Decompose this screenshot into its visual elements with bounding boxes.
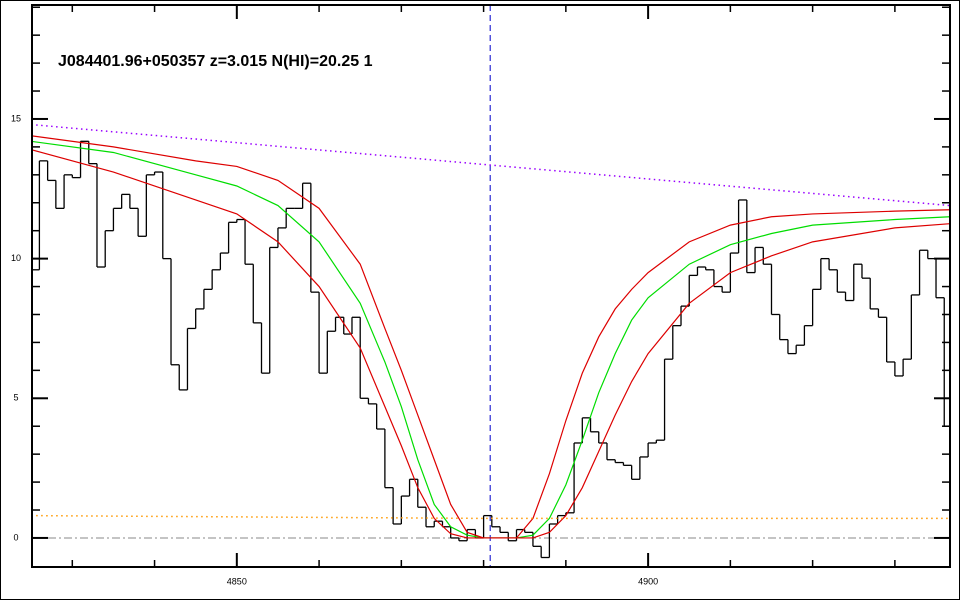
y-tick-label: 15 [11,113,21,123]
plot-frame [31,4,951,568]
y-tick-label: 0 [13,532,18,542]
axes: 4850 4900 0 5 10 15 [11,5,950,586]
y-tick-label: 5 [13,393,18,403]
chart-title: J084401.96+050357 z=3.015 N(HI)=20.25 1 [58,53,373,70]
dotted-line [32,514,950,520]
x-tick-label: 4850 [227,576,247,586]
plot-area [32,5,950,567]
model-line [32,149,950,539]
flux-step-connector [38,141,945,558]
y-tick-label: 10 [11,253,21,263]
x-tick-label: 4900 [638,576,658,586]
dotted-line [32,123,950,207]
